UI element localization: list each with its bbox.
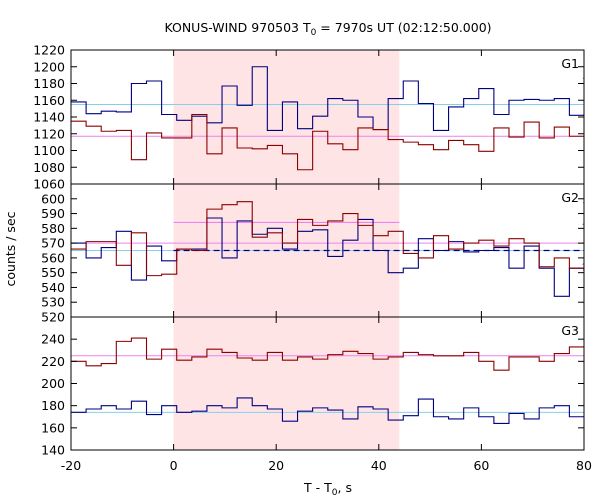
series-line-red: [71, 337, 584, 371]
series-line-red: [71, 201, 584, 277]
y-tick-label: 200: [41, 376, 65, 391]
y-axis-label: counts / sec: [3, 211, 18, 286]
y-tick-label: 590: [41, 206, 65, 221]
y-tick-label: 1180: [33, 76, 65, 91]
y-tick-label: 600: [41, 191, 65, 206]
chart-title: KONUS-WIND 970503 T0 = 7970s UT (02:12:5…: [164, 20, 491, 38]
y-tick-label: 570: [41, 236, 65, 251]
y-tick-label: 520: [41, 310, 65, 325]
y-tick-label: 1200: [33, 59, 65, 74]
y-tick-label: 180: [41, 398, 65, 413]
y-tick-label: 560: [41, 250, 65, 265]
x-tick-label: -20: [61, 458, 81, 473]
y-tick-label: 1100: [33, 143, 65, 158]
y-tick-label: 1140: [33, 110, 65, 125]
x-tick-label: 60: [473, 458, 489, 473]
x-tick-label: 0: [170, 458, 178, 473]
y-tick-label: 160: [41, 420, 65, 435]
y-tick-label: 580: [41, 221, 65, 236]
y-tick-label: 1120: [33, 126, 65, 141]
panel-g3: 140 160 180 200 220 240 G3: [41, 316, 585, 458]
y-tick-label: 540: [41, 280, 65, 295]
series-line-red: [71, 113, 584, 171]
x-tick-label: 20: [268, 458, 284, 473]
y-tick-label: 1220: [33, 43, 65, 58]
y-tick-label: 140: [41, 443, 65, 458]
series-line-blue: [71, 66, 584, 131]
x-axis-label: T - T0, s: [303, 480, 352, 498]
y-tick-label: 1060: [33, 177, 65, 192]
y-tick-label: 240: [41, 332, 65, 347]
y-tick-label: 220: [41, 354, 65, 369]
x-tick-label: 40: [371, 458, 387, 473]
y-tick-label: 1160: [33, 93, 65, 108]
y-tick-label: 550: [41, 265, 65, 280]
series-line-blue: [71, 397, 584, 424]
y-tick-label: 1080: [33, 160, 65, 175]
panel-label: G3: [561, 323, 579, 338]
y-tick-label: 530: [41, 295, 65, 310]
panel-label: G2: [561, 190, 579, 205]
x-tick-label: 80: [576, 458, 592, 473]
panel-label: G1: [561, 56, 579, 71]
